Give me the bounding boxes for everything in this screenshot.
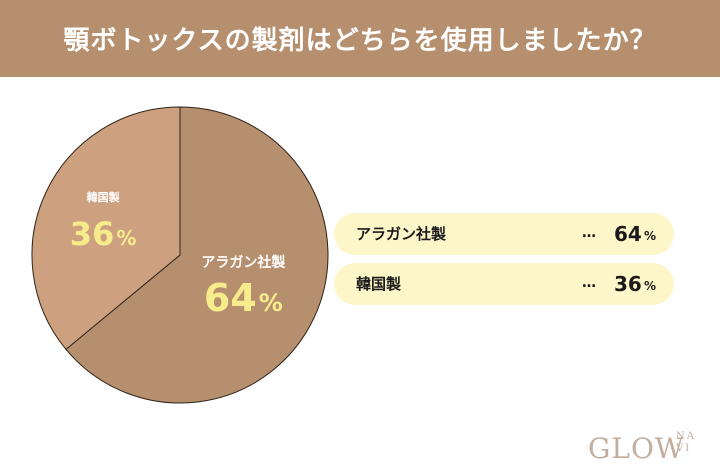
header-banner: 顎ボトックスの製剤はどちらを使用しましたか？	[0, 0, 720, 77]
pie-slice-korean	[31, 106, 181, 351]
slice-value-label: 64%	[204, 276, 283, 320]
logo-sub-top: NA	[676, 431, 696, 442]
logo-sub-bottom: VI	[676, 443, 692, 454]
legend-item-allergan: アラガン社製 … 64 %	[334, 213, 674, 255]
legend: アラガン社製 … 64 % 韓国製 … 36 %	[334, 213, 674, 313]
pie-chart: アラガン社製 64% 韓国製 36%	[30, 105, 330, 405]
logo-main-text: GLOW	[588, 432, 685, 465]
legend-unit: %	[644, 279, 657, 293]
pie-chart-svg: アラガン社製 64% 韓国製 36%	[31, 106, 329, 404]
slice-name-label: アラガン社製	[201, 254, 285, 271]
glow-navi-logo: GLOW NA VI	[588, 428, 708, 468]
legend-dots: …	[582, 225, 596, 241]
legend-label: 韓国製	[356, 275, 402, 293]
legend-dots: …	[582, 275, 596, 291]
legend-value: 36	[614, 272, 642, 296]
legend-item-korean: 韓国製 … 36 %	[334, 263, 674, 305]
legend-label: アラガン社製	[356, 225, 447, 243]
page-title: 顎ボトックスの製剤はどちらを使用しましたか？	[63, 26, 657, 56]
slice-value-label: 36%	[70, 215, 137, 253]
legend-unit: %	[644, 229, 657, 243]
logo-sub-text: NA VI	[676, 431, 696, 455]
legend-value: 64	[614, 222, 642, 246]
slice-name-label: 韓国製	[87, 190, 121, 204]
pie-slice-allergan	[65, 106, 329, 404]
